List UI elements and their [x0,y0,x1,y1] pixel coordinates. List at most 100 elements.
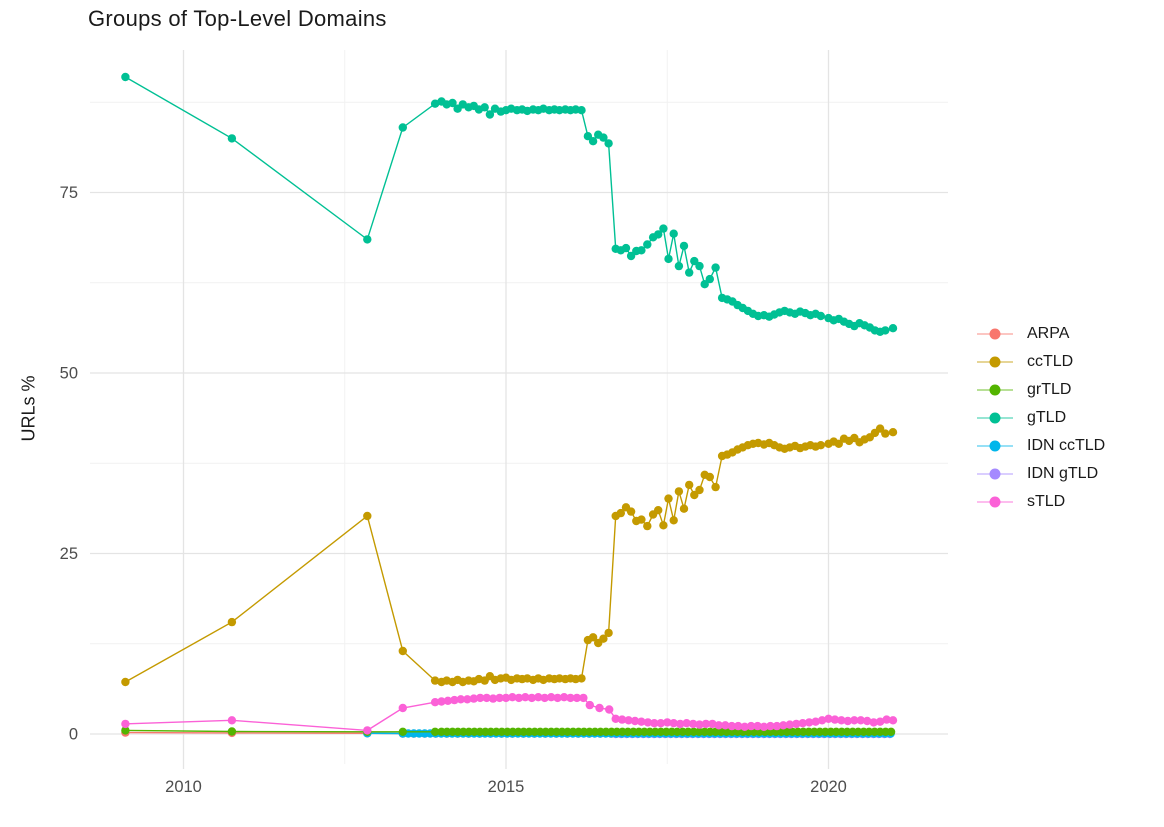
data-point-stld [630,716,640,726]
data-point-stld [595,703,604,713]
data-point-stld [863,716,872,726]
data-point-cctld [637,515,646,524]
data-point-stld [463,695,472,704]
data-point-stld [572,693,582,703]
data-point-stld [734,721,743,731]
series-line-gtld [125,76,894,333]
legend-label-idn-gtld: IDN gTLD [1027,465,1099,482]
data-point-gtld [588,137,598,146]
data-point-stld [727,721,736,731]
legend-item-grtld: grTLD [975,380,1105,400]
data-point-stld [605,705,614,714]
data-point-stld [753,721,762,731]
data-point-cctld [685,480,694,490]
y-tick-label: 25 [60,545,78,563]
data-point-stld [869,718,878,727]
x-tick-label: 2015 [488,778,525,796]
data-point-gtld [430,99,440,108]
data-point-stld [676,719,685,729]
series-stld [121,693,898,735]
data-point-stld [882,715,891,724]
data-point-gtld [695,261,704,271]
data-point-stld [585,700,594,710]
y-tick-label: 0 [69,726,78,744]
data-point-stld [701,719,711,729]
legend-label-grtld: grTLD [1027,381,1072,398]
data-point-stld [469,694,478,703]
data-point-cctld [121,677,130,687]
data-point-stld [443,696,453,705]
data-point-stld [843,716,852,726]
data-point-stld [772,721,782,731]
data-point-stld [805,718,814,727]
data-point-stld [579,693,588,703]
y-tick-label: 50 [60,365,78,383]
chart-title: Groups of Top-Level Domains [88,6,387,31]
axis-tick-labels: 0 25 50 75 2010 2015 2020 [60,184,847,796]
data-point-cctld [604,628,613,638]
data-point-gtld [690,256,699,266]
data-point-stld [540,693,549,703]
legend-item-gtld: gTLD [975,408,1105,428]
data-point-stld [643,718,653,727]
data-point-grtld [227,727,237,736]
data-point-stld [766,721,775,731]
data-point-gtld [626,251,636,261]
legend-marker-arpa [977,328,1013,340]
data-point-gtld [659,224,668,233]
legend-item-idn-gtld: IDN gTLD [975,464,1105,484]
data-point-stld [363,726,372,735]
data-point-gtld [448,98,457,108]
data-point-stld [495,693,504,703]
data-point-gtld [637,246,646,255]
data-point-cctld [588,633,598,642]
data-point-stld [514,693,524,703]
data-point-stld [817,716,827,725]
data-point-stld [650,719,659,728]
data-point-stld [888,716,898,725]
data-point-stld [624,716,633,725]
data-point-gtld [227,134,237,143]
data-point-stld [824,714,833,723]
legend-marker-cctld [977,356,1013,368]
data-point-gtld [599,133,608,142]
data-point-cctld [664,494,673,503]
data-point-cctld [577,674,586,683]
legend-marker-gtld [977,412,1013,424]
data-point-gtld [816,311,825,321]
x-tick-label: 2010 [165,778,202,796]
legend-marker-grtld [977,384,1013,396]
data-point-cctld [398,646,407,656]
data-point-gtld [583,132,593,141]
data-point-stld [617,715,627,724]
data-point-cctld [834,439,843,448]
data-point-stld [534,693,543,702]
data-point-stld [482,693,491,703]
data-point-gtld [643,240,652,249]
data-point-cctld [679,504,689,513]
data-point-stld [559,693,569,702]
data-point-cctld [363,511,372,521]
data-point-cctld [643,521,652,531]
data-point-cctld [690,490,699,500]
data-point-stld [837,716,846,725]
legend: ARPA ccTLD grTLD gTLD IDN ccTLD IDN gTLD sTLD [975,324,1105,512]
data-point-cctld [227,617,237,627]
data-point-gtld [604,139,613,148]
data-point-stld [547,693,556,702]
data-point-gtld [700,280,709,289]
y-tick-label: 75 [60,184,78,202]
data-point-stld [611,714,620,723]
data-point-cctld [705,472,714,482]
data-point-stld [746,721,756,731]
data-point-cctld [654,506,663,515]
data-point-grtld [121,726,130,735]
data-point-stld [227,716,237,725]
data-point-cctld [816,441,825,450]
gridlines-major [90,50,948,769]
data-point-stld [695,720,704,729]
data-point-gtld [363,235,372,244]
data-point-stld [121,719,130,729]
data-point-cctld [599,634,608,643]
data-point-stld [779,721,788,730]
